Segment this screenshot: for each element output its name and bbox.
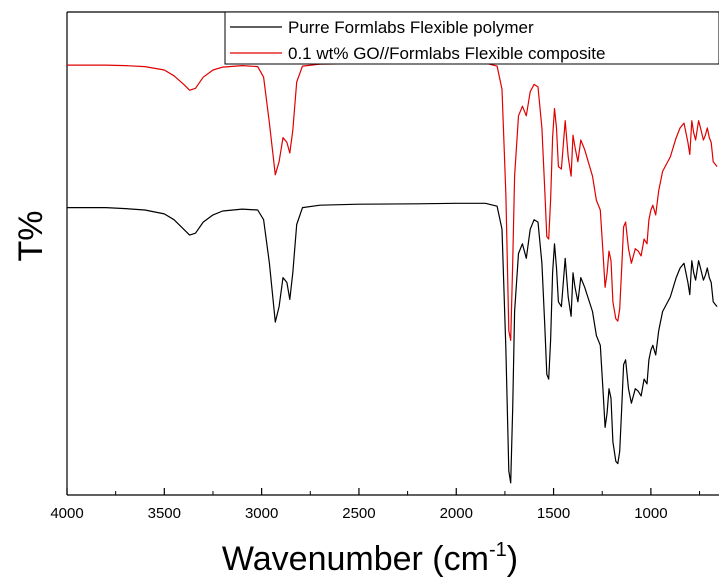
series-lines	[67, 62, 718, 484]
x-axis-ticks: 4000 3500 3000 2500 2000 1500 1000	[50, 488, 701, 522]
x-tick-label: 1000	[634, 505, 667, 522]
series-line-pure-polymer	[67, 202, 718, 484]
x-axis-title-main: Wavenumber (cm	[222, 540, 489, 578]
x-tick-label: 2500	[342, 505, 375, 522]
x-tick-label: 1500	[537, 505, 570, 522]
series-line-go-composite	[67, 62, 718, 341]
legend: Purre Formlabs Flexible polymer 0.1 wt% …	[224, 11, 719, 65]
x-axis-title-superscript: -1	[489, 539, 507, 561]
x-tick-label: 2000	[440, 505, 473, 522]
legend-label-pure-polymer: Purre Formlabs Flexible polymer	[288, 18, 534, 37]
legend-box	[224, 11, 719, 65]
x-axis-title: Wavenumber (cm-1)	[222, 539, 518, 578]
x-axis-title-close: )	[507, 540, 518, 578]
x-tick-label: 4000	[50, 505, 83, 522]
x-tick-label: 3000	[245, 505, 278, 522]
x-tick-label: 3500	[148, 505, 181, 522]
legend-label-go-composite: 0.1 wt% GO//Formlabs Flexible composite	[288, 44, 605, 63]
y-axis-title: T%	[12, 211, 50, 262]
